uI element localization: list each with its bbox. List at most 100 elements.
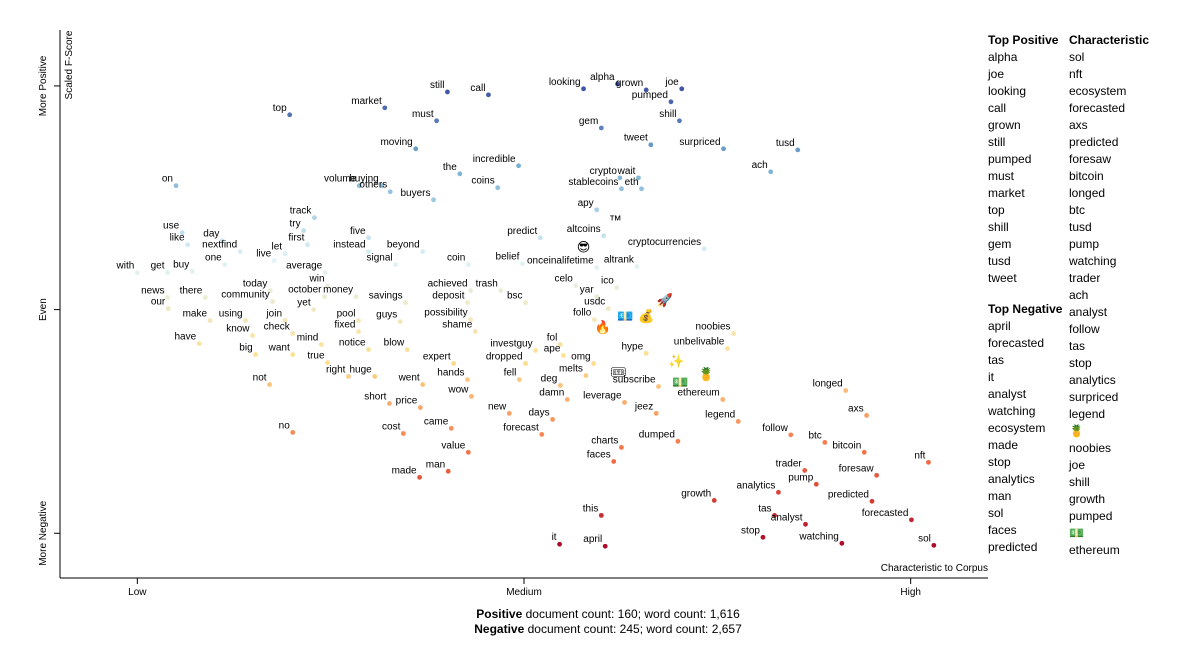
point[interactable] [731,331,736,336]
term-list-item[interactable]: call [988,101,1006,115]
term-list-item[interactable]: watching [1068,254,1116,268]
term-list-item[interactable]: market [988,186,1025,200]
term-list-item[interactable]: forecasted [1069,101,1125,115]
term-list-item[interactable]: sol [988,506,1003,520]
point[interactable] [795,147,801,153]
term-list-item[interactable]: pumped [1069,509,1112,523]
point[interactable] [557,342,563,347]
point[interactable] [721,146,726,152]
point[interactable] [909,517,914,523]
point[interactable] [557,383,563,388]
point[interactable] [185,242,191,248]
point[interactable] [356,318,361,323]
term-list-item[interactable]: axs [1069,118,1088,132]
point[interactable] [768,169,774,175]
point[interactable] [874,472,880,478]
emoji-point[interactable]: 💶 [617,309,633,324]
point[interactable] [468,288,474,293]
point[interactable] [397,319,403,325]
point[interactable] [387,189,393,195]
point[interactable] [465,300,470,306]
point[interactable] [420,382,426,387]
point[interactable] [465,449,471,455]
emoji-point[interactable]: 🎟 [610,365,627,380]
point[interactable] [312,215,317,221]
point[interactable] [267,382,272,387]
term-list-item[interactable]: grown [988,118,1021,132]
point[interactable] [636,175,641,181]
point[interactable] [701,246,707,252]
term-list-item[interactable]: 💵 [1069,526,1084,540]
point[interactable] [516,163,521,169]
point[interactable] [356,183,362,189]
term-list-item[interactable]: joe [987,67,1004,81]
point[interactable] [772,512,777,518]
point[interactable] [591,361,596,366]
term-list-item[interactable]: man [988,489,1011,503]
point[interactable] [583,373,589,378]
point[interactable] [622,400,627,405]
point[interactable] [165,306,171,312]
term-list-item[interactable]: 🍍 [1069,424,1084,438]
point[interactable] [165,295,170,300]
term-list-item[interactable]: alpha [988,50,1018,64]
point[interactable] [445,468,451,474]
point[interactable] [495,185,501,191]
point[interactable] [465,262,471,268]
term-list-item[interactable]: pump [1069,237,1099,251]
point[interactable] [788,432,794,438]
term-list-item[interactable]: analytics [988,472,1035,486]
point[interactable] [165,270,170,276]
point[interactable] [243,318,249,323]
emoji-point[interactable]: 🍍 [698,367,714,382]
point[interactable] [173,183,179,189]
point[interactable] [207,318,213,323]
term-list-item[interactable]: ecosystem [988,421,1045,435]
point[interactable] [366,249,371,255]
point[interactable] [643,87,649,93]
point[interactable] [668,99,674,105]
point[interactable] [434,118,440,124]
point[interactable] [643,351,649,356]
term-list-item[interactable]: trader [1069,271,1100,285]
term-list-item[interactable]: joe [1068,458,1085,472]
term-list-item[interactable]: pumped [988,152,1031,166]
point[interactable] [287,112,293,118]
point[interactable] [413,146,419,152]
point[interactable] [196,341,202,346]
point[interactable] [179,230,185,236]
point[interactable] [322,294,327,300]
point[interactable] [573,283,579,289]
point[interactable] [318,342,324,347]
point[interactable] [724,346,730,351]
point[interactable] [282,318,288,323]
point[interactable] [271,258,277,264]
point[interactable] [393,262,399,268]
point[interactable] [581,86,586,92]
point[interactable] [189,269,195,274]
point[interactable] [325,360,330,366]
point[interactable] [619,186,624,192]
term-list-item[interactable]: must [988,169,1015,183]
term-list-item[interactable]: it [988,370,995,384]
point[interactable] [431,197,436,203]
point[interactable] [506,410,512,416]
term-list-item[interactable]: faces [988,523,1017,537]
point[interactable] [465,377,470,383]
point[interactable] [451,361,457,366]
point[interactable] [598,512,604,518]
point[interactable] [614,285,620,291]
point[interactable] [250,333,255,338]
point[interactable] [822,440,828,445]
point[interactable] [656,384,661,389]
point[interactable] [803,521,808,527]
emoji-point[interactable]: 💰 [638,309,654,325]
point[interactable] [366,235,371,241]
term-list-item[interactable]: stop [988,455,1011,469]
point[interactable] [305,242,310,248]
point[interactable] [486,92,491,98]
term-list-item[interactable]: looking [988,84,1026,98]
point[interactable] [468,317,474,323]
term-list-item[interactable]: bitcoin [1069,169,1104,183]
point[interactable] [498,288,504,293]
